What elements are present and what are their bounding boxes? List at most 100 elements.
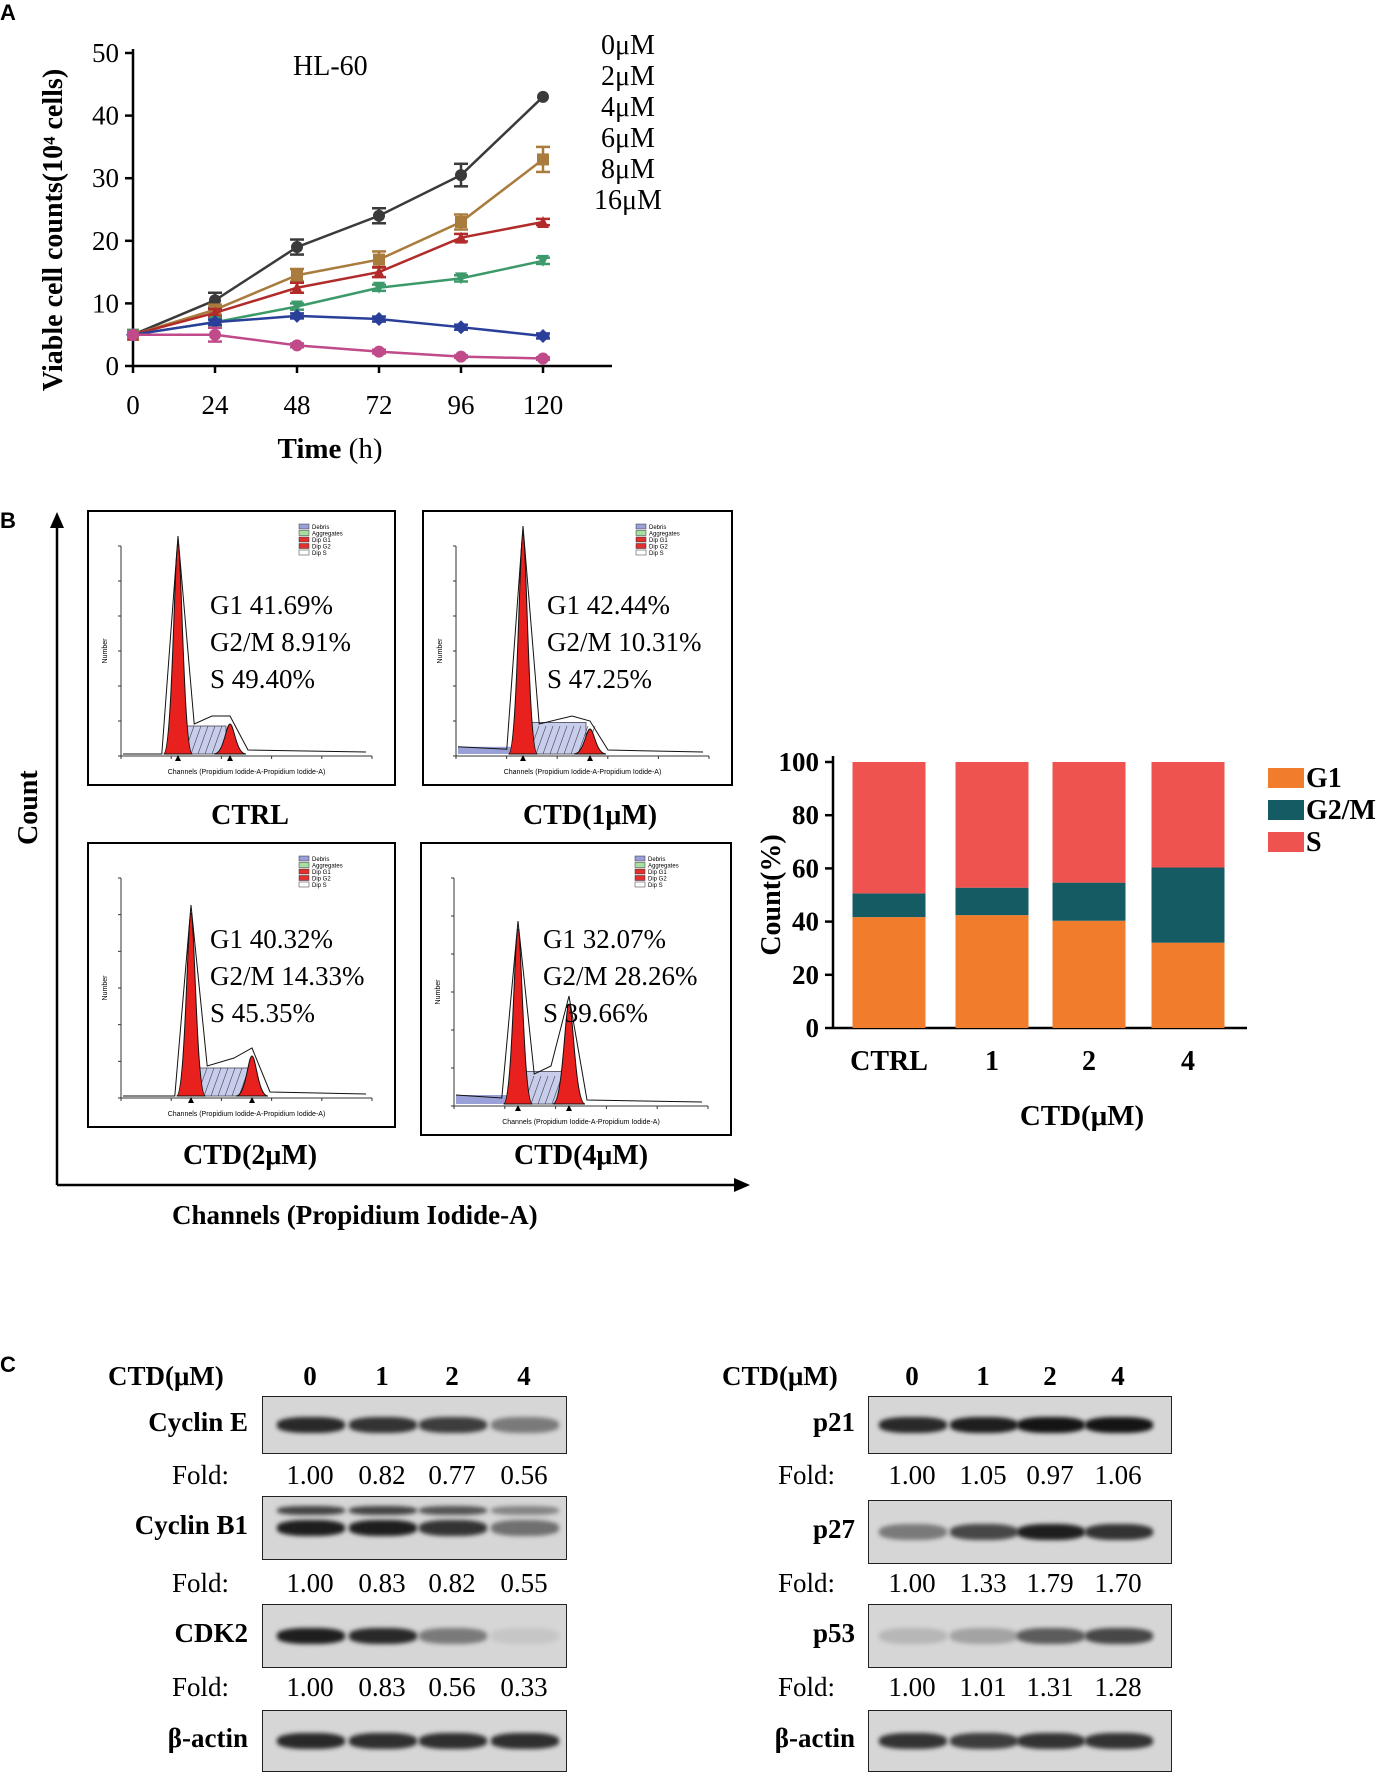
flow-legend-text: Dip S xyxy=(312,883,327,889)
series-line-5 xyxy=(133,333,544,360)
data-point xyxy=(373,209,385,222)
wb-protein-label: p53 xyxy=(812,1618,855,1648)
flow-legend-swatch xyxy=(298,881,310,888)
series-line-2 xyxy=(132,220,544,336)
wb-band xyxy=(1017,1417,1085,1433)
data-point xyxy=(291,241,303,254)
hatch xyxy=(556,725,568,755)
wb-protein-label: Cyclin B1 xyxy=(134,1510,248,1540)
wb-lane-label: 4 xyxy=(1111,1361,1125,1391)
wb-fold-value: 1.31 xyxy=(1026,1672,1074,1702)
g1-peak xyxy=(508,533,538,755)
flow-legend-text: Dip S xyxy=(648,883,663,889)
inner-y-label: Number xyxy=(437,638,444,664)
data-point xyxy=(537,254,549,267)
peak-marker xyxy=(249,1097,255,1103)
data-point xyxy=(208,315,222,330)
data-point xyxy=(291,300,303,313)
bar-legend-label: G1 xyxy=(1306,763,1342,794)
wb-fold-label: Fold: xyxy=(778,1460,836,1490)
data-point xyxy=(373,281,385,294)
bar-segment-G2M-CTRL xyxy=(852,893,926,918)
wb-blot-right-3 xyxy=(868,1710,1172,1772)
wb-fold-value: 1.05 xyxy=(959,1460,1007,1490)
data-point xyxy=(373,345,385,358)
flow-histogram-0: Channels (Propidium Iodide-A-Propidium I… xyxy=(102,523,373,776)
bar-category-label: 2 xyxy=(1082,1046,1096,1077)
flow-plot-label: CTD(2μM) xyxy=(182,1140,318,1171)
histogram-outline xyxy=(123,535,367,755)
flow-plot-frame-2: Channels (Propidium Iodide-A-Propidium I… xyxy=(87,842,396,1128)
data-point xyxy=(537,216,549,229)
wb-fold-value: 1.00 xyxy=(286,1568,334,1598)
wb-band xyxy=(277,1628,345,1644)
wb-band xyxy=(879,1628,947,1644)
data-point xyxy=(455,350,467,363)
flow-legend-swatch xyxy=(298,530,310,536)
inner-y-label: Number xyxy=(435,979,442,1005)
data-point xyxy=(454,320,468,335)
hatch xyxy=(549,725,561,755)
flow-legend-text: Aggregates xyxy=(312,864,343,870)
data-point xyxy=(455,272,467,285)
data-point xyxy=(372,312,386,327)
data-point xyxy=(291,269,303,282)
wb-protein-label: CDK2 xyxy=(174,1618,249,1648)
panel-letter-b: B xyxy=(0,508,16,533)
wb-band xyxy=(1017,1524,1085,1540)
wb-fold-value: 0.33 xyxy=(500,1672,548,1702)
bar-segment-S-2 xyxy=(1052,762,1126,883)
wb-lane-label: 2 xyxy=(445,1361,459,1391)
wb-protein-label: p21 xyxy=(812,1407,855,1437)
flow-g2m-percent: G2/M 14.33% xyxy=(210,961,365,991)
flow-legend-swatch xyxy=(634,881,646,888)
wb-band xyxy=(950,1628,1018,1644)
wb-lane-label: 2 xyxy=(1043,1361,1057,1391)
peak-marker xyxy=(566,1105,572,1111)
wb-band-upper xyxy=(491,1506,559,1515)
flow-legend-swatch xyxy=(298,862,310,868)
bar-y-axis-label: Count(%) xyxy=(756,834,787,955)
bar-y-tick-label: 100 xyxy=(779,747,820,777)
wb-fold-value: 1.33 xyxy=(959,1568,1007,1598)
flow-s-percent: S 39.66% xyxy=(543,998,649,1028)
flow-legend-swatch xyxy=(634,875,646,881)
wb-band xyxy=(349,1417,417,1433)
flow-g2m-percent: G2/M 10.31% xyxy=(547,627,702,657)
wb-band xyxy=(349,1628,417,1644)
flow-legend-text: Dip S xyxy=(312,551,327,557)
bar-category-label: 4 xyxy=(1181,1046,1195,1077)
legend-label-0: 0μM xyxy=(601,30,655,61)
flow-s-percent: S 47.25% xyxy=(547,664,653,694)
series-line-0 xyxy=(132,95,544,336)
panel-letter-c: C xyxy=(0,1352,16,1377)
legend-label-2: 4μM xyxy=(601,92,655,123)
wb-fold-value: 0.83 xyxy=(358,1672,406,1702)
flow-legend-text: Dip G2 xyxy=(312,877,331,883)
wb-band xyxy=(277,1417,345,1433)
wb-band xyxy=(491,1733,559,1749)
flow-legend-swatch xyxy=(298,549,310,556)
flow-legend-text: Aggregates xyxy=(648,864,679,870)
hatch xyxy=(203,1067,215,1097)
data-point xyxy=(373,253,385,266)
flow-legend-text: Debris xyxy=(312,857,329,863)
legend-label-4: 8μM xyxy=(601,154,655,185)
y-tick-label: 0 xyxy=(106,351,120,381)
wb-fold-value: 0.55 xyxy=(500,1568,548,1598)
data-point xyxy=(537,352,549,365)
wb-band xyxy=(419,1733,487,1749)
hatch xyxy=(190,725,202,755)
flow-legend-swatch xyxy=(635,523,647,530)
inner-y-label: Number xyxy=(102,975,109,1001)
wb-fold-value: 1.00 xyxy=(888,1672,936,1702)
hatch xyxy=(542,725,554,755)
data-point xyxy=(209,294,221,307)
wb-fold-value: 0.97 xyxy=(1026,1460,1074,1490)
wb-band-upper xyxy=(277,1506,345,1515)
flow-legend-text: Debris xyxy=(312,525,329,531)
bar-legend-label: G2/M xyxy=(1306,795,1376,826)
g2-peak xyxy=(573,728,607,755)
flow-legend-swatch xyxy=(298,536,310,543)
data-point xyxy=(373,266,385,279)
